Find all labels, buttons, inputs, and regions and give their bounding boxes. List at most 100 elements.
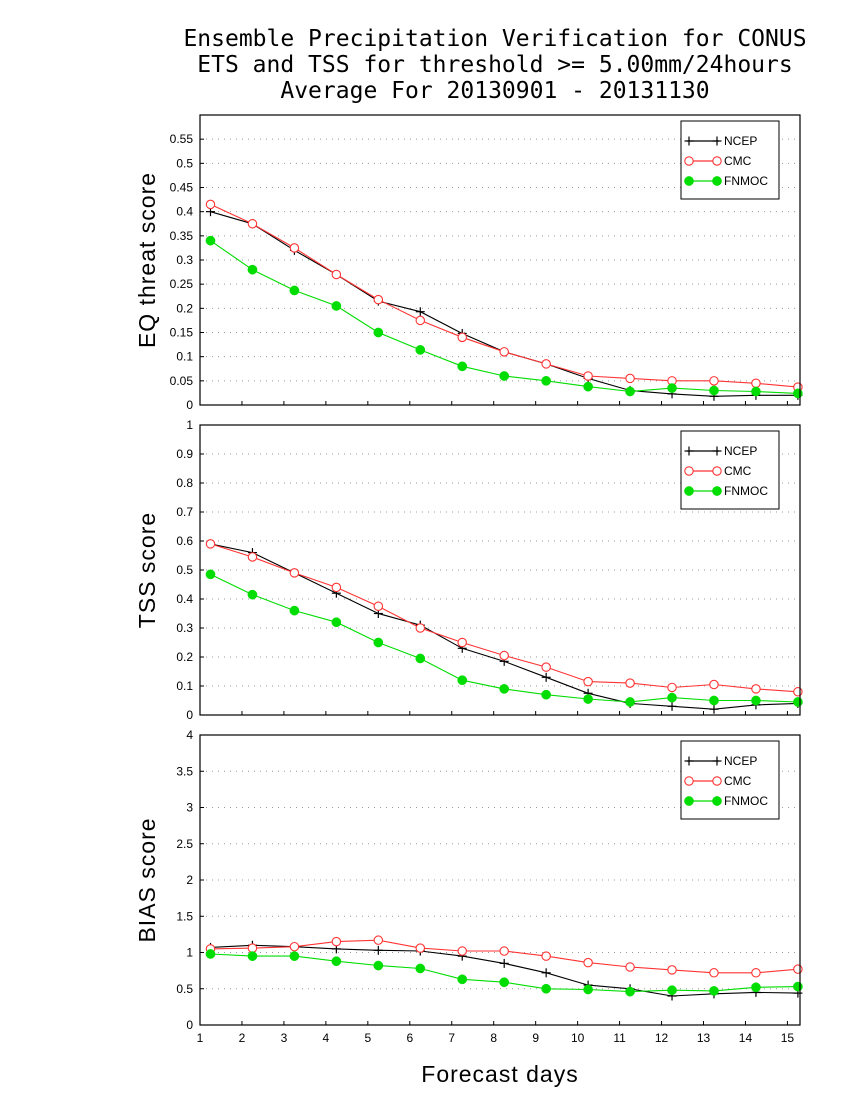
x-tick-label: 13 (697, 1031, 711, 1045)
legend-label-ncep: NCEP (724, 754, 757, 768)
data-point-cmc (247, 552, 258, 562)
panel-3: 00.511.522.533.541 2 3 4 5 6 7 8 9 10 11 12 13 14 15BI… (134, 728, 803, 1087)
legend-marker-cmc (712, 776, 722, 786)
data-point-fnmoc (247, 951, 258, 961)
chart-title: Ensemble Precipitation Verification for … (150, 26, 840, 104)
data-point-cmc (289, 941, 300, 952)
data-point-fnmoc (541, 983, 552, 994)
data-point-cmc (457, 946, 467, 956)
data-point-fnmoc (793, 388, 803, 399)
x-tick-label: 8 (490, 1031, 497, 1045)
data-point-ncep (373, 945, 383, 955)
x-tick-label: 12 (655, 1031, 669, 1045)
data-point-fnmoc (625, 986, 635, 997)
x-tick-label: 15 (781, 1031, 795, 1045)
y-axis-label: BIAS score (134, 817, 160, 942)
y-tick-label: 0.6 (176, 534, 193, 548)
legend-marker-ncep (712, 136, 722, 146)
data-point-cmc (541, 359, 551, 369)
data-point-cmc (373, 294, 384, 305)
data-point-fnmoc (751, 695, 761, 706)
legend-label-cmc: CMC (724, 154, 752, 168)
y-axis-label: TSS score (134, 512, 160, 628)
legend-marker-fnmoc (712, 796, 722, 806)
y-tick-label: 0.5 (176, 563, 193, 577)
data-point-fnmoc (457, 675, 468, 686)
data-point-fnmoc (205, 235, 216, 246)
y-tick-label: 2 (186, 873, 193, 887)
data-point-cmc (499, 946, 509, 956)
data-point-fnmoc (667, 383, 677, 393)
data-point-fnmoc (793, 697, 803, 707)
plot-frame (199, 734, 801, 1026)
data-point-cmc (625, 962, 635, 972)
data-point-cmc (457, 637, 467, 648)
legend-marker-fnmoc (712, 486, 722, 496)
data-point-cmc (415, 943, 426, 953)
data-point-fnmoc (373, 960, 384, 971)
data-point-fnmoc (289, 951, 300, 961)
data-point-cmc (751, 378, 761, 388)
data-point-fnmoc (751, 982, 761, 993)
plot-frame (199, 114, 801, 406)
y-tick-label: 0.1 (176, 679, 193, 693)
y-tick-label: 0 (186, 398, 193, 412)
data-point-fnmoc (583, 381, 593, 392)
legend-marker-ncep (684, 756, 694, 766)
x-tick-label: 11 (613, 1031, 626, 1045)
data-point-cmc (667, 682, 677, 693)
title-line-1: Ensemble Precipitation Verification for … (183, 26, 807, 52)
data-point-fnmoc (289, 605, 300, 616)
data-point-cmc (709, 679, 719, 690)
data-point-fnmoc (247, 589, 258, 600)
x-tick-label: 5 (364, 1031, 371, 1045)
data-point-fnmoc (289, 285, 300, 296)
y-tick-label: 1 (186, 418, 193, 432)
x-tick-label: 4 (323, 1031, 330, 1045)
data-point-cmc (289, 243, 300, 253)
y-tick-label: 4 (186, 728, 193, 742)
legend-marker-cmc (684, 466, 694, 476)
data-point-ncep (541, 672, 551, 682)
title-line-3: Average For 20130901 - 20131130 (280, 78, 710, 104)
data-point-fnmoc (709, 385, 719, 396)
legend-label-fnmoc: FNMOC (724, 794, 768, 808)
y-tick-label: 0.3 (176, 253, 193, 267)
data-point-fnmoc (499, 977, 510, 988)
data-point-cmc (415, 315, 426, 326)
y-tick-label: 0.1 (176, 350, 193, 364)
legend-box (680, 740, 780, 820)
x-tick-label: 3 (281, 1031, 288, 1045)
data-point-fnmoc (415, 653, 426, 664)
data-point-fnmoc (247, 264, 258, 275)
data-point-fnmoc (793, 981, 803, 992)
data-point-cmc (625, 373, 635, 384)
series-line-fnmoc (210, 240, 798, 394)
data-point-fnmoc (583, 694, 593, 704)
x-tick-label: 6 (406, 1031, 413, 1045)
data-point-cmc (583, 676, 593, 687)
data-point-cmc (583, 957, 593, 968)
y-tick-label: 0.8 (176, 476, 193, 490)
y-tick-label: 0.15 (170, 326, 194, 340)
data-point-fnmoc (625, 697, 635, 707)
title-line-2: ETS and TSS for threshold >= 5.00mm/24ho… (197, 52, 793, 78)
legend-label-fnmoc: FNMOC (724, 484, 768, 498)
data-point-cmc (793, 687, 803, 697)
data-point-fnmoc (373, 327, 384, 338)
data-point-fnmoc (541, 689, 552, 700)
data-point-ncep (499, 958, 509, 968)
data-point-cmc (247, 219, 258, 229)
data-point-fnmoc (499, 371, 510, 381)
x-tick-label: 10 (571, 1031, 585, 1045)
legend-marker-fnmoc (712, 176, 722, 186)
legend-marker-cmc (684, 156, 694, 166)
y-tick-label: 0.05 (170, 374, 194, 388)
data-point-fnmoc (499, 684, 510, 694)
data-point-cmc (457, 332, 467, 343)
data-point-cmc (331, 582, 342, 593)
data-point-fnmoc (457, 361, 468, 372)
x-tick-label: 2 (239, 1031, 246, 1045)
data-point-cmc (583, 371, 593, 381)
